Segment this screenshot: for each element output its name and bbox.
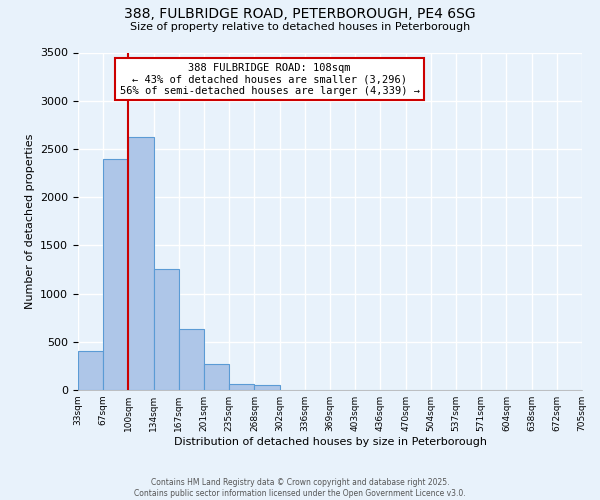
Bar	[154, 270, 179, 390]
Bar	[254, 385, 280, 390]
Bar	[229, 384, 254, 390]
Text: 388, FULBRIDGE ROAD, PETERBOROUGH, PE4 6SG: 388, FULBRIDGE ROAD, PETERBOROUGH, PE4 6…	[124, 8, 476, 22]
Bar	[103, 158, 128, 390]
Bar	[78, 352, 103, 390]
Bar	[128, 138, 154, 390]
Bar	[179, 329, 204, 390]
Text: 388 FULBRIDGE ROAD: 108sqm
← 43% of detached houses are smaller (3,296)
56% of s: 388 FULBRIDGE ROAD: 108sqm ← 43% of deta…	[119, 62, 419, 96]
Bar	[204, 364, 229, 390]
Text: Contains HM Land Registry data © Crown copyright and database right 2025.
Contai: Contains HM Land Registry data © Crown c…	[134, 478, 466, 498]
Y-axis label: Number of detached properties: Number of detached properties	[25, 134, 35, 309]
Text: Size of property relative to detached houses in Peterborough: Size of property relative to detached ho…	[130, 22, 470, 32]
X-axis label: Distribution of detached houses by size in Peterborough: Distribution of detached houses by size …	[173, 437, 487, 447]
